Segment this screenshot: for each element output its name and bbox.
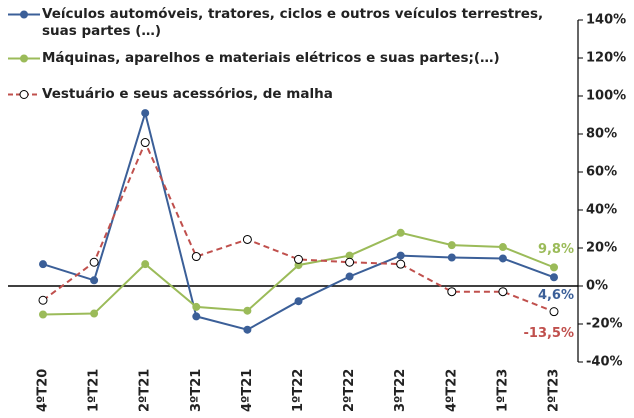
data-point: [396, 228, 405, 237]
data-point: [242, 234, 252, 244]
data-point: [549, 307, 559, 317]
value-label: 9,8%: [538, 242, 574, 257]
legend-item: Veículos automóveis, tratores, ciclos e …: [6, 6, 566, 40]
data-point: [396, 259, 406, 269]
legend-marker: [20, 54, 28, 63]
data-point: [447, 241, 456, 250]
data-point: [498, 287, 508, 297]
legend-icon: [8, 10, 40, 19]
data-point: [39, 260, 47, 269]
value-label: 4,6%: [538, 288, 574, 303]
x-tick-label: 2ºT22: [342, 369, 357, 412]
data-point: [141, 260, 150, 269]
legend-marker: [20, 10, 28, 19]
series-line: [42, 140, 555, 313]
legend-label: Veículos automóveis, tratores, ciclos e …: [42, 6, 544, 39]
data-point: [498, 254, 507, 263]
x-tick-label: 1ºT21: [87, 369, 102, 412]
y-tick-label: -40%: [586, 355, 623, 370]
y-tick-label: 40%: [586, 203, 617, 218]
y-tick-label: 100%: [586, 89, 626, 104]
data-point: [243, 325, 252, 334]
data-point: [192, 312, 201, 321]
data-point: [191, 252, 201, 262]
y-tick-label: 0%: [586, 279, 608, 294]
data-point: [39, 310, 47, 319]
x-tick-label: 4ºT20: [36, 369, 51, 412]
data-point: [140, 138, 150, 148]
data-point: [243, 306, 252, 315]
data-point: [345, 272, 354, 281]
legend-item: Vestuário e seus acessórios, de malha: [6, 86, 566, 103]
legend-label: Vestuário e seus acessórios, de malha: [42, 86, 333, 102]
data-point: [550, 273, 558, 282]
data-point: [90, 276, 99, 285]
legend-icon: [8, 54, 40, 63]
value-label: -13,5%: [524, 326, 575, 341]
data-point: [141, 109, 150, 118]
data-point: [447, 253, 456, 262]
x-tick-label: 4ºT21: [240, 369, 255, 412]
x-tick-label: 2ºT21: [138, 369, 153, 412]
data-point: [294, 297, 303, 306]
data-point: [396, 251, 405, 260]
x-tick-label: 2ºT23: [547, 369, 562, 412]
legend-icon: [8, 90, 40, 99]
y-tick-label: 140%: [586, 13, 626, 28]
x-tick-label: 3ºT21: [189, 369, 204, 412]
y-tick-label: 60%: [586, 165, 617, 180]
legend-item: Máquinas, aparelhos e materiais elétrico…: [6, 50, 566, 67]
x-tick-label: 1ºT22: [291, 369, 306, 412]
y-tick-label: 80%: [586, 127, 617, 142]
data-point: [345, 257, 355, 267]
y-tick-label: 120%: [586, 51, 626, 66]
data-point: [89, 257, 99, 267]
legend-label: Máquinas, aparelhos e materiais elétrico…: [42, 50, 500, 66]
data-point: [294, 254, 303, 264]
x-tick-label: 4ºT22: [444, 369, 459, 412]
data-point: [192, 302, 201, 311]
data-point: [498, 243, 507, 252]
data-point: [447, 287, 457, 297]
x-tick-label: 1ºT23: [495, 369, 510, 412]
data-point: [550, 263, 558, 272]
data-point: [90, 309, 99, 318]
legend-marker: [19, 90, 29, 99]
x-tick-label: 3ºT22: [393, 369, 408, 412]
y-tick-label: -20%: [586, 317, 623, 332]
y-tick-label: 20%: [586, 241, 617, 256]
data-point: [38, 295, 48, 305]
